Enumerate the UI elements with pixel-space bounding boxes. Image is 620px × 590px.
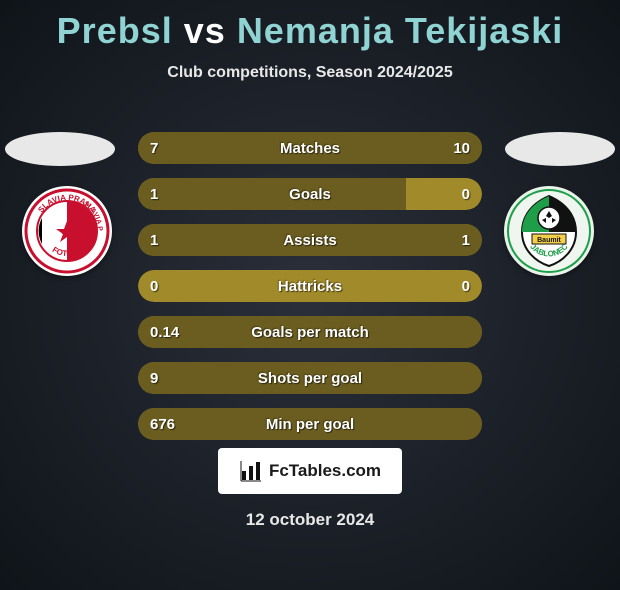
club-badge-right: Baumit JABLONEC xyxy=(504,186,594,276)
stat-row: Min per goal676 xyxy=(138,408,482,440)
vs-text: vs xyxy=(184,10,226,51)
player2-photo-placeholder xyxy=(505,132,615,166)
player2-name: Nemanja Tekijaski xyxy=(237,10,564,51)
stat-label: Shots per goal xyxy=(138,362,482,394)
stat-row: Matches7 10 xyxy=(138,132,482,164)
date-text: 12 october 2024 xyxy=(0,510,620,530)
stat-row: Goals per match0.14 xyxy=(138,316,482,348)
stat-label: Goals xyxy=(138,178,482,210)
stat-label: Goals per match xyxy=(138,316,482,348)
stat-label: Hattricks xyxy=(138,270,482,302)
stat-value-right: 0 xyxy=(462,270,470,302)
watermark-text: FcTables.com xyxy=(269,461,381,481)
slavia-logo-icon: SLAVIA PRAHA SLAVIA PRAHA FOTBAL xyxy=(24,188,110,274)
stat-value-left: 676 xyxy=(150,408,175,440)
stat-value-right: 0 xyxy=(462,178,470,210)
comparison-title: Prebsl vs Nemanja Tekijaski xyxy=(0,10,620,52)
bar-chart-icon xyxy=(239,459,263,483)
stat-value-right: 10 xyxy=(453,132,470,164)
svg-text:Baumit: Baumit xyxy=(537,237,561,244)
stat-value-left: 0.14 xyxy=(150,316,179,348)
stat-value-left: 7 xyxy=(150,132,158,164)
stat-value-left: 0 xyxy=(150,270,158,302)
jablonec-logo-icon: Baumit JABLONEC xyxy=(506,188,592,274)
stat-label: Assists xyxy=(138,224,482,256)
stat-row: Shots per goal9 xyxy=(138,362,482,394)
club-badge-left: SLAVIA PRAHA SLAVIA PRAHA FOTBAL xyxy=(22,186,112,276)
stat-value-right: 1 xyxy=(462,224,470,256)
stat-row: Hattricks0 0 xyxy=(138,270,482,302)
stat-row: Goals1 0 xyxy=(138,178,482,210)
stat-value-left: 9 xyxy=(150,362,158,394)
player1-photo-placeholder xyxy=(5,132,115,166)
subtitle: Club competitions, Season 2024/2025 xyxy=(0,64,620,82)
stat-label: Min per goal xyxy=(138,408,482,440)
watermark-badge[interactable]: FcTables.com xyxy=(218,448,402,494)
stat-row: Assists1 1 xyxy=(138,224,482,256)
stat-value-left: 1 xyxy=(150,224,158,256)
stat-value-left: 1 xyxy=(150,178,158,210)
stats-container: Matches710Goals10Assists11Hattricks00Goa… xyxy=(138,132,482,454)
stat-label: Matches xyxy=(138,132,482,164)
player1-name: Prebsl xyxy=(57,10,173,51)
